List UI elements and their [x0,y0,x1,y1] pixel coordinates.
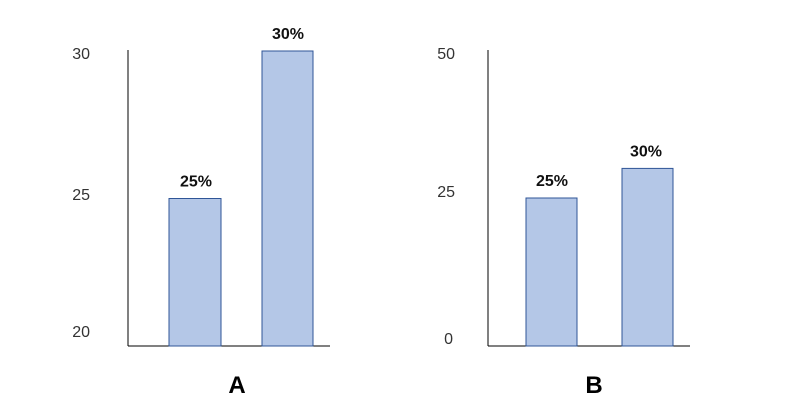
y-tick-a-30: 30 [72,46,90,63]
y-tick-a-25: 25 [72,187,90,204]
data-label-a-2: 30% [272,26,304,43]
y-tick-b-50: 50 [437,46,455,63]
y-tick-b-25: 25 [437,184,455,201]
data-label-b-1: 25% [536,173,568,190]
data-label-b-2: 30% [630,143,662,160]
bar-b-2 [621,167,674,347]
chart-title-a: A [228,372,245,399]
bar-b-1 [525,197,578,347]
data-label-a-1: 25% [180,174,212,191]
bar-a-1 [168,198,222,347]
chart-panel-a: 30 25 20 25% 30% A [72,26,330,399]
chart-panel-b: 50 25 0 25% 30% B [437,46,690,399]
bar-a-2 [261,50,314,347]
chart-title-b: B [585,372,602,399]
y-tick-a-20: 20 [72,324,90,341]
y-tick-b-0: 0 [444,331,453,348]
